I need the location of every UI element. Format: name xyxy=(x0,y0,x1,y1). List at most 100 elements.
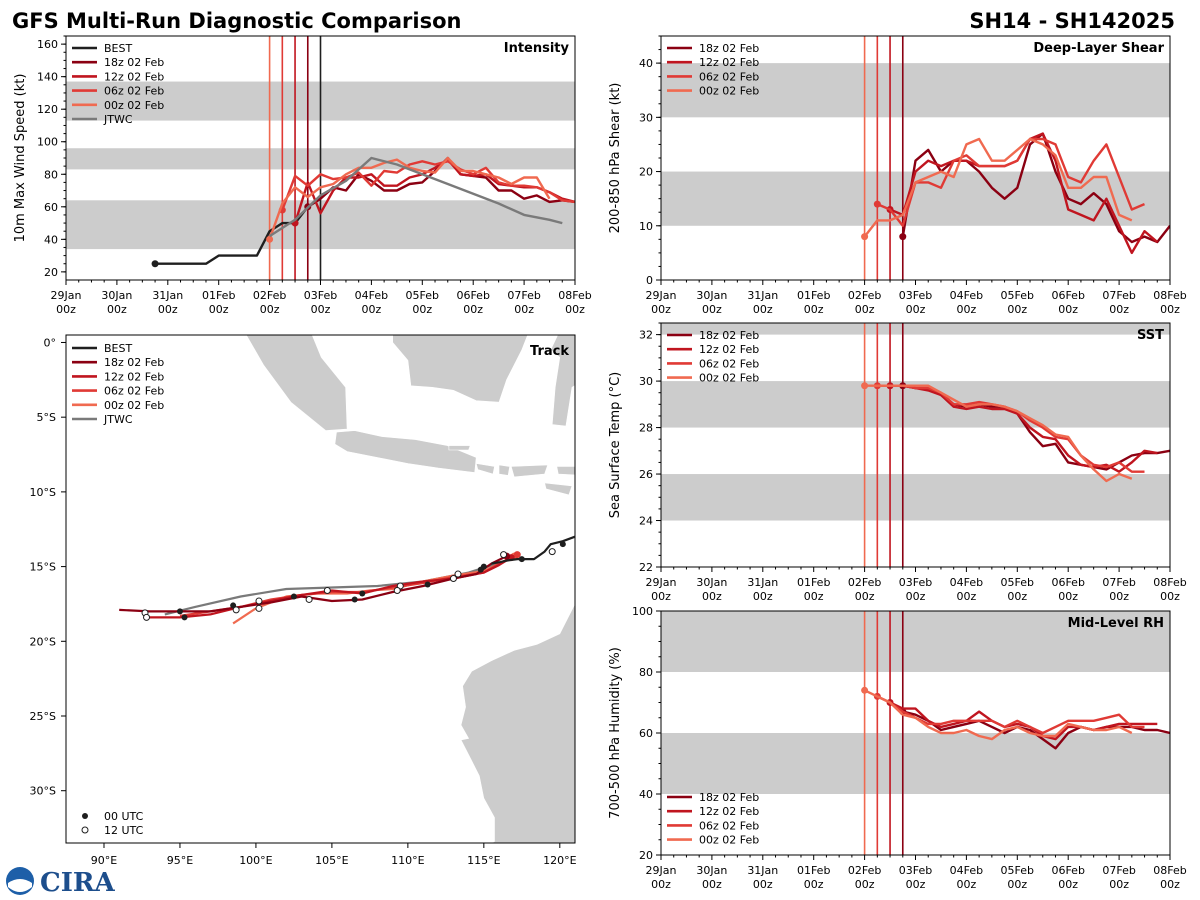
legend-marker-00utc xyxy=(82,813,88,819)
y-tick-label: 80 xyxy=(44,168,58,181)
x-tick-label: 01Feb xyxy=(202,289,235,302)
x-tick-label: 00z xyxy=(651,303,671,316)
legend-label: 00z 02 Feb xyxy=(104,99,164,112)
x-tick-label: 02Feb xyxy=(253,289,286,302)
y-tick-label: 60 xyxy=(44,201,58,214)
x-tick-label: 08Feb xyxy=(1153,864,1186,877)
y-tick-label: 28 xyxy=(639,422,653,435)
y-tick-label: 24 xyxy=(639,515,653,528)
y-tick-label: 160 xyxy=(37,38,58,51)
series-line-run00z xyxy=(864,384,1133,483)
y-tick-label: 0 xyxy=(646,274,653,287)
shaded-band xyxy=(661,474,1170,521)
legend-label: 06z 02 Feb xyxy=(699,819,759,832)
x-tick-label: 115°E xyxy=(467,854,500,867)
track-line-jtwc xyxy=(164,559,507,616)
x-tick-label: 00z xyxy=(855,303,875,316)
track-point-12utc xyxy=(500,551,508,559)
legend-label: JTWC xyxy=(103,113,133,126)
x-tick-label: 31Jan xyxy=(152,289,183,302)
y-tick-label: 32 xyxy=(639,329,653,342)
track-point-12utc xyxy=(393,586,401,594)
x-tick-label: 00z xyxy=(311,303,331,316)
x-tick-label: 00z xyxy=(804,303,824,316)
track-point-12utc xyxy=(305,595,313,603)
series-group xyxy=(861,382,1170,483)
x-tick-label: 29Jan xyxy=(646,289,677,302)
x-tick-label: 00z xyxy=(1160,878,1180,891)
series-start-marker xyxy=(151,260,159,268)
series-line-jtwc xyxy=(268,156,563,238)
series-start-marker xyxy=(266,235,274,243)
x-tick-label: 00z xyxy=(753,590,773,603)
panel-title: Track xyxy=(530,344,569,359)
legend-label: 00z 02 Feb xyxy=(699,834,759,847)
x-tick-label: 03Feb xyxy=(304,289,337,302)
java-land xyxy=(334,430,477,473)
lombok-land xyxy=(498,464,511,476)
x-tick-label: 00z xyxy=(702,878,722,891)
legend-label: 12z 02 Feb xyxy=(699,56,759,69)
panel-shear: 29Jan00z30Jan00z31Jan00z01Feb00z02Feb00z… xyxy=(608,35,1187,316)
bali-land xyxy=(475,463,495,475)
x-tick-label: 05Feb xyxy=(1001,864,1034,877)
track-point-00utc xyxy=(477,566,484,573)
series-line-run12z xyxy=(890,384,1158,473)
series-start-marker xyxy=(861,382,869,390)
x-tick-label: 00z xyxy=(1007,590,1027,603)
y-tick-label: 40 xyxy=(639,57,653,70)
track-point-12utc xyxy=(255,597,263,605)
series-line-run06z xyxy=(281,160,575,211)
track-point-00utc xyxy=(351,596,358,603)
x-tick-label: 03Feb xyxy=(899,576,932,589)
x-tick-label: 00z xyxy=(362,303,382,316)
shaded-band xyxy=(661,611,1170,672)
series-start-marker xyxy=(873,200,881,208)
x-tick-label: 31Jan xyxy=(747,864,778,877)
sumatra-land xyxy=(245,335,348,431)
legend-label: BEST xyxy=(104,342,132,355)
x-tick-label: 30Jan xyxy=(696,576,727,589)
cira-logo: CIRA xyxy=(6,867,115,898)
track-point-00utc xyxy=(518,556,525,563)
flores-land xyxy=(556,466,575,476)
x-tick-label: 00z xyxy=(957,303,977,316)
x-tick-label: 07Feb xyxy=(1102,576,1135,589)
y-tick-label: 30 xyxy=(639,111,653,124)
track-point-12utc xyxy=(143,613,151,621)
x-tick-label: 105°E xyxy=(315,854,348,867)
legend-label: 18z 02 Feb xyxy=(699,42,759,55)
x-tick-label: 00z xyxy=(1160,590,1180,603)
y-tick-label: 40 xyxy=(639,788,653,801)
panel-title: Deep-Layer Shear xyxy=(1033,41,1164,56)
x-tick-label: 00z xyxy=(1058,590,1078,603)
cira-logo-text: CIRA xyxy=(40,868,115,898)
y-tick-label: 80 xyxy=(639,666,653,679)
track-point-00utc xyxy=(181,614,188,621)
x-tick-label: 110°E xyxy=(391,854,424,867)
track-line-best xyxy=(491,535,575,565)
legend-label: 18z 02 Feb xyxy=(104,356,164,369)
x-tick-label: 01Feb xyxy=(797,289,830,302)
shaded-band xyxy=(661,323,1170,335)
track-line-run18z xyxy=(119,555,508,613)
track-point-12utc xyxy=(454,570,462,578)
sulawesi-land xyxy=(550,335,575,427)
x-tick-label: 01Feb xyxy=(797,864,830,877)
panel-title: Mid-Level RH xyxy=(1068,616,1164,631)
legend-label: 00z 02 Feb xyxy=(699,85,759,98)
x-tick-label: 29Jan xyxy=(51,289,82,302)
x-tick-label: 05Feb xyxy=(1001,576,1034,589)
y-tick-label: 5°S xyxy=(37,411,56,424)
x-tick-label: 06Feb xyxy=(1051,864,1084,877)
x-tick-label: 00z xyxy=(463,303,483,316)
track-point-12utc xyxy=(548,548,556,556)
x-tick-label: 07Feb xyxy=(507,289,540,302)
x-tick-label: 29Jan xyxy=(646,576,677,589)
x-tick-label: 06Feb xyxy=(1051,289,1084,302)
x-tick-label: 00z xyxy=(702,303,722,316)
y-tick-label: 20 xyxy=(44,266,58,279)
x-tick-label: 95°E xyxy=(167,854,193,867)
x-tick-label: 00z xyxy=(158,303,178,316)
